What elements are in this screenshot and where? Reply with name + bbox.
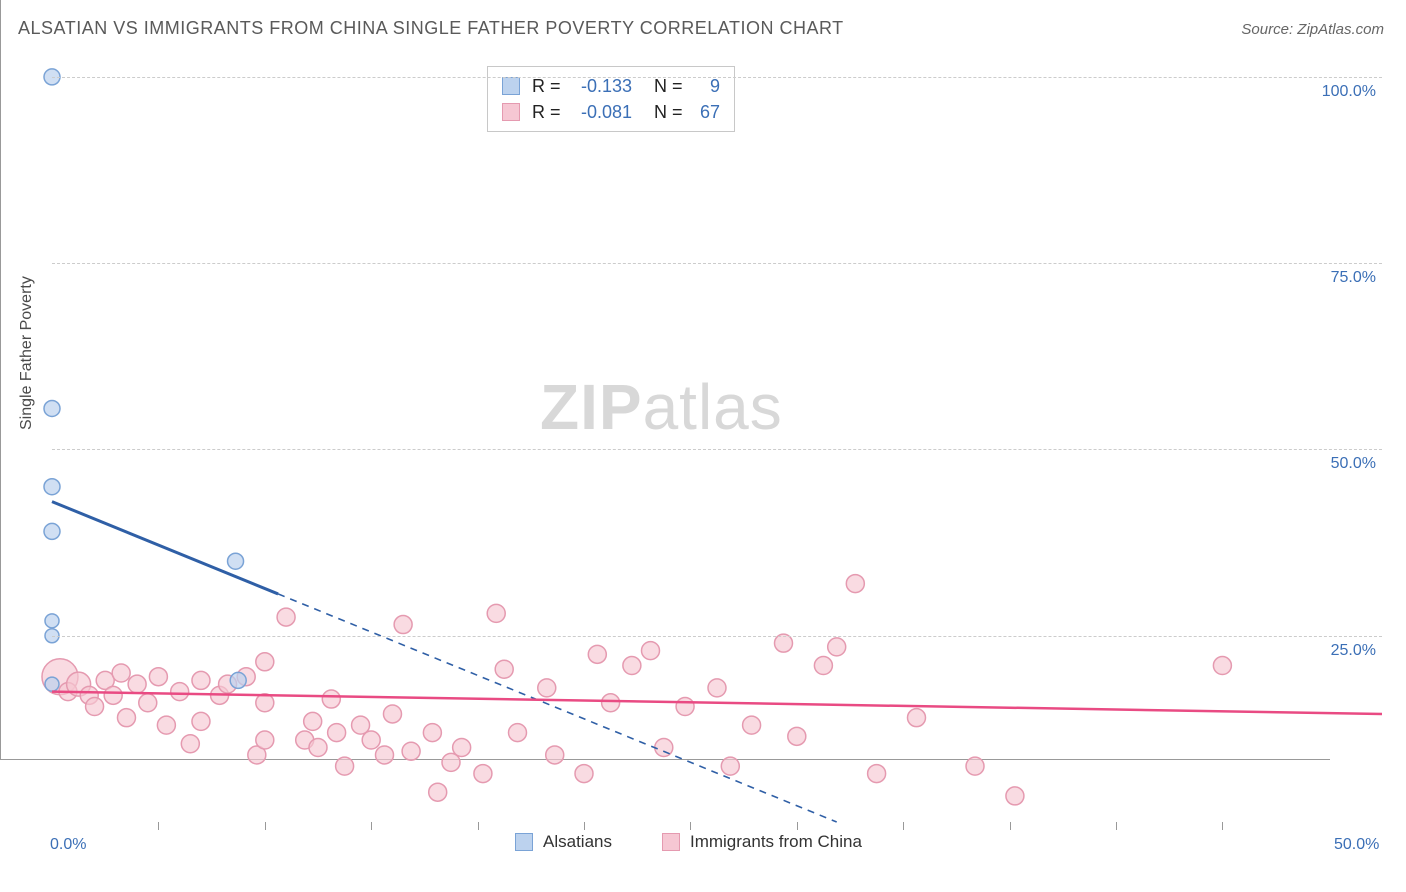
n-value-alsatians: 9 xyxy=(694,76,720,97)
data-point-china xyxy=(1213,657,1231,675)
legend-series: Alsatians Immigrants from China xyxy=(515,832,862,852)
data-point-china xyxy=(623,657,641,675)
data-point-china xyxy=(509,724,527,742)
data-point-china xyxy=(402,742,420,760)
chart-svg xyxy=(52,62,1382,822)
data-point-china xyxy=(588,645,606,663)
x-tick-label: 50.0% xyxy=(1334,836,1379,854)
data-point-china xyxy=(157,716,175,734)
data-point-china xyxy=(429,783,447,801)
r-value-china: -0.081 xyxy=(572,102,632,123)
x-tick xyxy=(158,822,159,830)
data-point-china xyxy=(546,746,564,764)
y-tick-label: 25.0% xyxy=(1312,642,1376,660)
gridline xyxy=(52,263,1382,264)
legend-swatch-alsatians-icon xyxy=(515,833,533,851)
data-point-china xyxy=(256,731,274,749)
data-point-china xyxy=(309,738,327,756)
data-point-china xyxy=(814,657,832,675)
data-point-china xyxy=(277,608,295,626)
data-point-china xyxy=(655,738,673,756)
data-point-china xyxy=(708,679,726,697)
x-tick xyxy=(478,822,479,830)
data-point-china xyxy=(868,765,886,783)
trend-line-alsatians xyxy=(52,502,278,594)
data-point-china xyxy=(908,709,926,727)
data-point-china xyxy=(575,765,593,783)
x-tick xyxy=(903,822,904,830)
legend-swatch-china-icon xyxy=(662,833,680,851)
y-tick-label: 75.0% xyxy=(1312,269,1376,287)
data-point-china xyxy=(602,694,620,712)
data-point-china xyxy=(846,575,864,593)
data-point-china xyxy=(304,712,322,730)
x-tick xyxy=(690,822,691,830)
data-point-china xyxy=(112,664,130,682)
data-point-alsatians xyxy=(44,523,60,539)
data-point-china xyxy=(966,757,984,775)
x-tick xyxy=(371,822,372,830)
data-point-china xyxy=(474,765,492,783)
legend-label-alsatians: Alsatians xyxy=(543,832,612,852)
data-point-alsatians xyxy=(230,672,246,688)
data-point-china xyxy=(104,686,122,704)
data-point-china xyxy=(538,679,556,697)
gridline xyxy=(52,636,1382,637)
data-point-china xyxy=(676,698,694,716)
legend-swatch-china xyxy=(502,103,520,121)
x-tick xyxy=(584,822,585,830)
legend-label-china: Immigrants from China xyxy=(690,832,862,852)
y-tick-label: 50.0% xyxy=(1312,455,1376,473)
legend-row-china: R = -0.081 N = 67 xyxy=(502,99,720,125)
data-point-china xyxy=(495,660,513,678)
trend-line-dashed-alsatians xyxy=(278,594,837,822)
data-point-china xyxy=(139,694,157,712)
data-point-china xyxy=(642,642,660,660)
data-point-china xyxy=(743,716,761,734)
data-point-china xyxy=(788,727,806,745)
data-point-alsatians xyxy=(45,677,59,691)
data-point-china xyxy=(192,712,210,730)
x-tick xyxy=(265,822,266,830)
data-point-china xyxy=(453,738,471,756)
legend-swatch-alsatians xyxy=(502,77,520,95)
legend-correlation: R = -0.133 N = 9 R = -0.081 N = 67 xyxy=(487,66,735,132)
data-point-china xyxy=(336,757,354,775)
data-point-china xyxy=(128,675,146,693)
r-value-alsatians: -0.133 xyxy=(572,76,632,97)
data-point-china xyxy=(394,616,412,634)
x-tick-label: 0.0% xyxy=(50,836,86,854)
x-tick xyxy=(1222,822,1223,830)
data-point-china xyxy=(117,709,135,727)
data-point-china xyxy=(828,638,846,656)
data-point-china xyxy=(149,668,167,686)
x-tick xyxy=(1010,822,1011,830)
data-point-alsatians xyxy=(44,400,60,416)
x-tick xyxy=(1116,822,1117,830)
data-point-china xyxy=(423,724,441,742)
data-point-alsatians xyxy=(228,553,244,569)
data-point-china xyxy=(328,724,346,742)
data-point-china xyxy=(376,746,394,764)
data-point-china xyxy=(256,653,274,671)
data-point-china xyxy=(322,690,340,708)
y-tick-label: 100.0% xyxy=(1312,83,1376,101)
data-point-alsatians xyxy=(44,479,60,495)
data-point-china xyxy=(171,683,189,701)
data-point-china xyxy=(1006,787,1024,805)
data-point-alsatians xyxy=(45,614,59,628)
x-tick xyxy=(797,822,798,830)
data-point-china xyxy=(721,757,739,775)
data-point-china xyxy=(181,735,199,753)
data-point-china xyxy=(487,604,505,622)
data-point-china xyxy=(86,698,104,716)
data-point-china xyxy=(383,705,401,723)
gridline xyxy=(52,449,1382,450)
gridline xyxy=(52,77,1382,78)
data-point-china xyxy=(362,731,380,749)
n-value-china: 67 xyxy=(694,102,720,123)
data-point-china xyxy=(192,671,210,689)
data-point-china xyxy=(775,634,793,652)
